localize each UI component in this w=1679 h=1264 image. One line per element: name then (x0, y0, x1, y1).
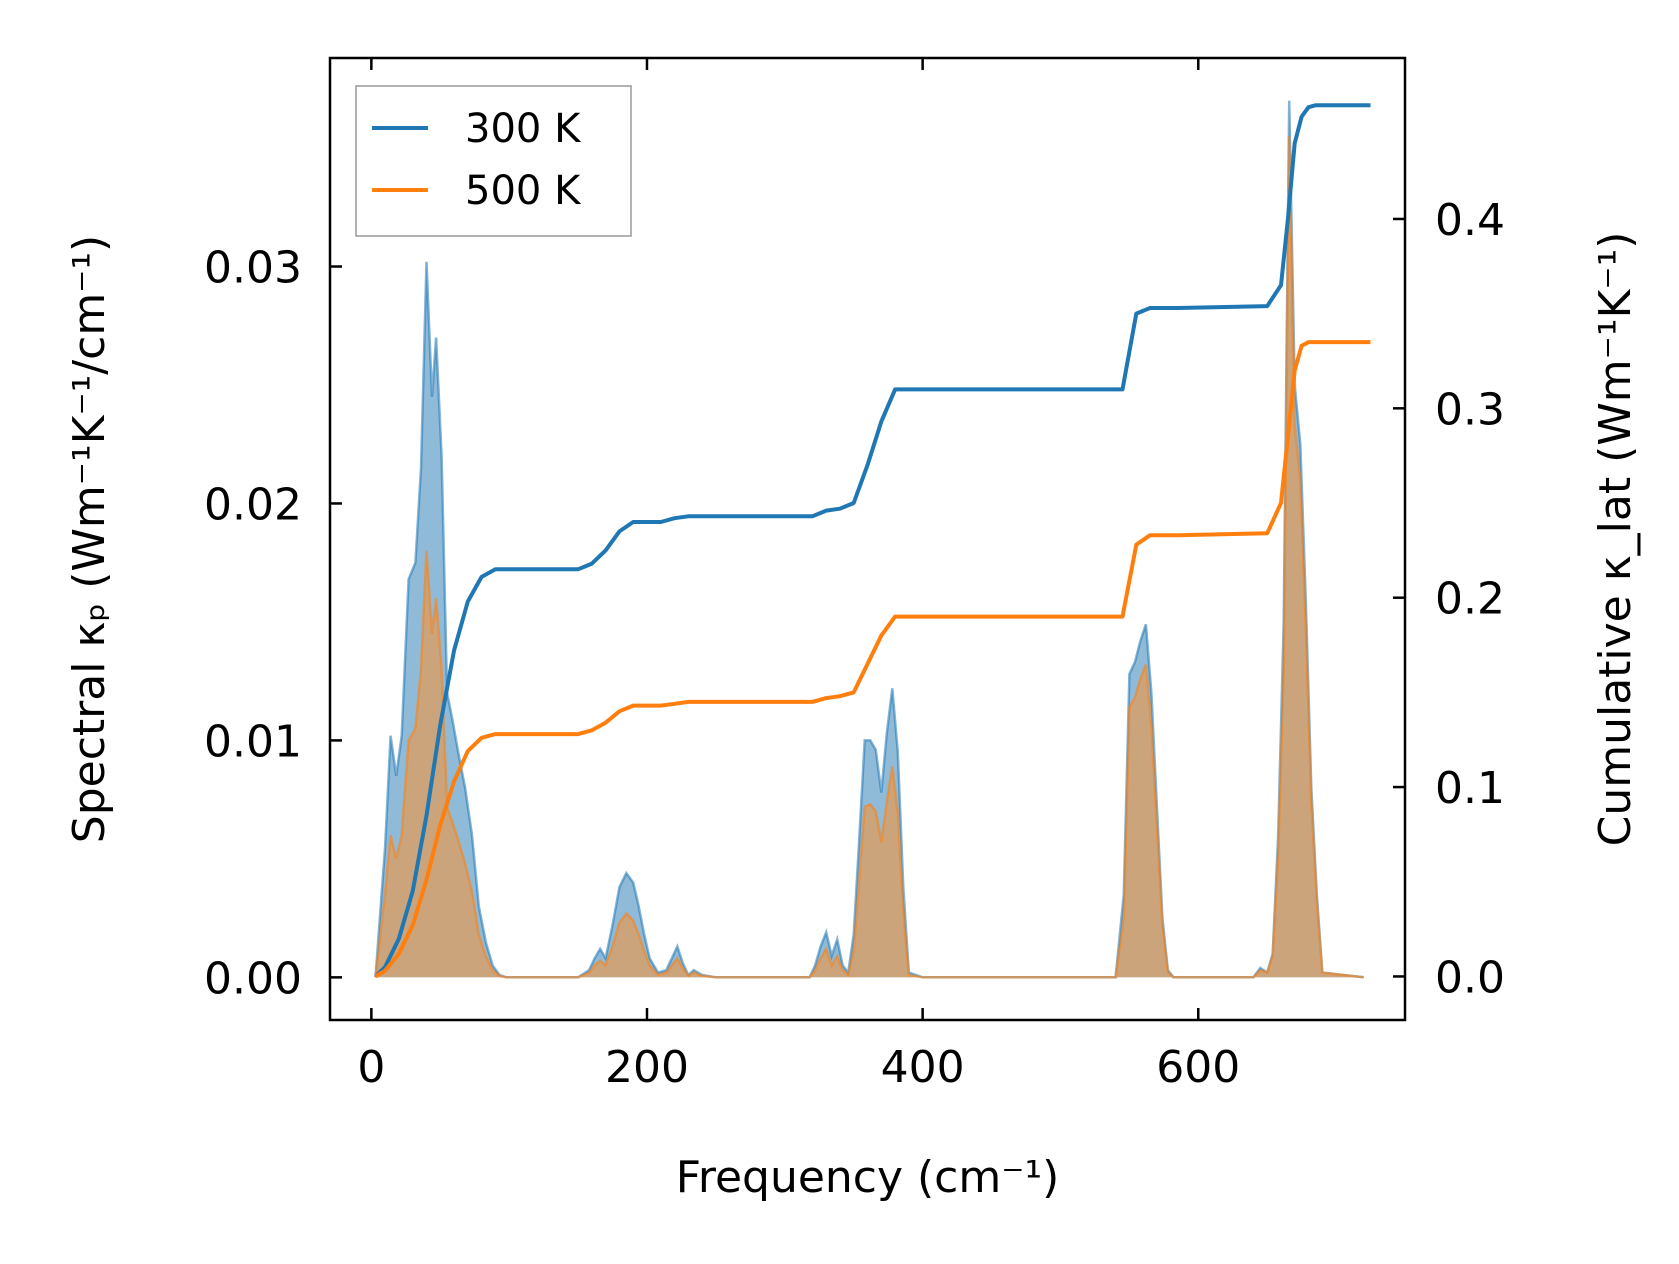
y-tick-label-right: 0.2 (1435, 574, 1505, 625)
legend: 300 K 500 K (355, 85, 632, 237)
legend-label-500k: 500 K (465, 168, 582, 214)
x-axis-label: Frequency (cm⁻¹) (676, 1152, 1060, 1203)
y-tick-label-left: 0.00 (204, 953, 302, 1004)
y-tick-label-right: 0.4 (1435, 195, 1505, 246)
spectral-fills (374, 100, 1364, 979)
cumulative-lines (374, 103, 1371, 979)
legend-box (355, 85, 632, 237)
x-tick-label: 600 (1156, 1042, 1240, 1093)
y-tick-label-left: 0.02 (204, 479, 302, 530)
y-tick-label-right: 0.3 (1435, 384, 1505, 435)
cumulative-line-300k (374, 103, 1371, 978)
y-tick-label-right: 0.1 (1435, 763, 1505, 814)
axis-ticks: 0 200 400 600 0.00 0.01 0.02 0.03 0.0 0.1 0.2 0.3 0.… (204, 58, 1505, 1093)
spectral-line-500k (374, 136, 1364, 979)
y-tick-label-left: 0.01 (204, 716, 302, 767)
x-tick-label: 0 (357, 1042, 385, 1093)
spectral-area-500k (375, 136, 1364, 978)
y-tick-label-right: 0.0 (1435, 952, 1505, 1003)
legend-label-300k: 300 K (465, 106, 582, 152)
x-tick-label: 200 (605, 1042, 689, 1093)
plot-frame (328, 56, 1407, 1022)
x-tick-label: 400 (881, 1042, 965, 1093)
spectral-area-300k (375, 100, 1364, 978)
y-axis-label-right: Cumulative κ_lat (Wm⁻¹K⁻¹) (1590, 232, 1641, 847)
y-axis-label-left: Spectral κₚ (Wm⁻¹K⁻¹/cm⁻¹) (64, 235, 115, 843)
cumulative-line-500k (374, 340, 1371, 979)
y-tick-label-left: 0.03 (204, 243, 302, 294)
